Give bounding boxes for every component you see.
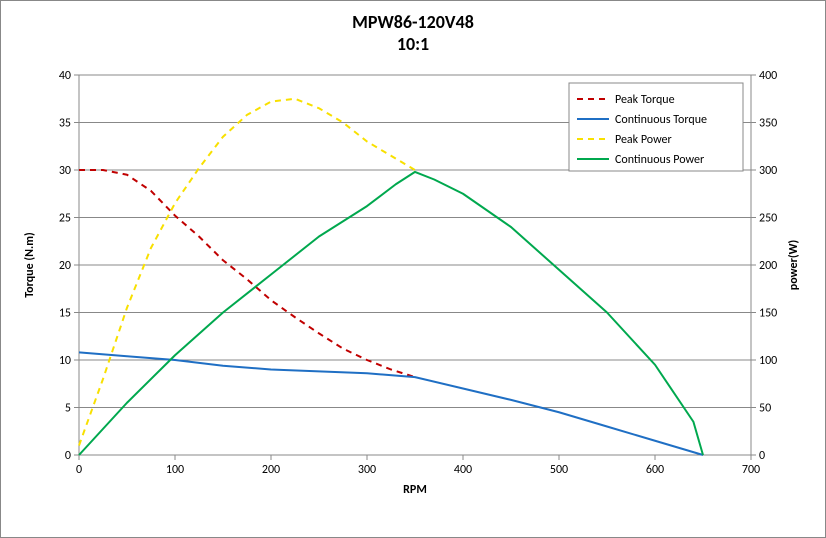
- svg-text:400: 400: [454, 463, 472, 477]
- svg-text:15: 15: [59, 307, 71, 321]
- svg-text:5: 5: [65, 402, 71, 416]
- svg-text:RPM: RPM: [403, 483, 427, 497]
- svg-text:500: 500: [550, 463, 568, 477]
- svg-text:0: 0: [759, 449, 765, 463]
- svg-text:200: 200: [759, 259, 777, 273]
- svg-text:Torque (N.m): Torque (N.m): [23, 232, 37, 297]
- svg-text:40: 40: [59, 69, 71, 83]
- svg-text:700: 700: [742, 463, 760, 477]
- svg-text:10: 10: [59, 354, 71, 368]
- svg-text:25: 25: [59, 212, 71, 226]
- chart-title-1: MPW86-120V48: [1, 11, 825, 33]
- svg-text:300: 300: [759, 164, 777, 178]
- svg-text:20: 20: [59, 259, 71, 273]
- svg-text:150: 150: [759, 307, 777, 321]
- svg-text:Continuous Torque: Continuous Torque: [615, 113, 707, 127]
- svg-text:300: 300: [358, 463, 376, 477]
- chart-title-2: 10:1: [1, 33, 825, 55]
- svg-text:0: 0: [65, 449, 71, 463]
- svg-text:Peak Torque: Peak Torque: [615, 93, 675, 107]
- svg-text:100: 100: [759, 354, 777, 368]
- svg-text:Peak Power: Peak Power: [615, 133, 672, 147]
- svg-text:35: 35: [59, 117, 71, 131]
- svg-text:0: 0: [76, 463, 82, 477]
- chart-frame: MPW86-120V48 10:1 0510152025303540050100…: [0, 0, 826, 538]
- svg-text:30: 30: [59, 164, 71, 178]
- svg-text:250: 250: [759, 212, 777, 226]
- svg-text:50: 50: [759, 402, 771, 416]
- svg-text:100: 100: [166, 463, 184, 477]
- chart-svg: 0510152025303540050100150200250300350400…: [1, 55, 826, 535]
- svg-text:power(W): power(W): [787, 240, 801, 290]
- svg-text:600: 600: [646, 463, 664, 477]
- svg-text:350: 350: [759, 117, 777, 131]
- svg-text:400: 400: [759, 69, 777, 83]
- svg-text:200: 200: [262, 463, 280, 477]
- svg-text:Continuous Power: Continuous Power: [615, 153, 704, 167]
